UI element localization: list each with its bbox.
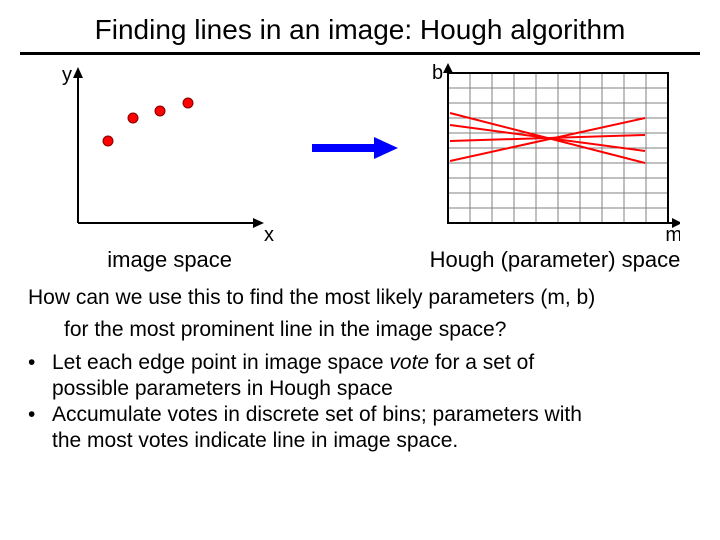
bullet-2-dot: •	[28, 402, 52, 455]
image-space-caption: image space	[107, 247, 232, 273]
hough-space-caption: Hough (parameter) space	[430, 247, 681, 273]
figure-row: yx image space bm Hough (parameter) spac…	[0, 63, 720, 273]
arrow-cell	[310, 63, 400, 233]
bullet-2-text-b: the most votes indicate line in image sp…	[52, 429, 458, 452]
hough-space-panel: bm Hough (parameter) space	[430, 63, 681, 273]
bullet-1-dot: •	[28, 350, 52, 403]
body-text: How can we use this to find the most lik…	[0, 273, 720, 455]
page-title: Finding lines in an image: Hough algorit…	[0, 0, 720, 52]
svg-text:y: y	[62, 64, 72, 86]
bullet-1-text-c: possible parameters in Hough space	[52, 377, 393, 400]
question-line1: How can we use this to find the most lik…	[28, 285, 692, 311]
image-space-panel: yx image space	[60, 63, 280, 273]
title-rule	[20, 52, 700, 55]
bullet-1: • Let each edge point in image space vot…	[28, 350, 692, 403]
bullet-1-text-b: for a set of	[429, 351, 534, 374]
bullet-2: • Accumulate votes in discrete set of bi…	[28, 402, 692, 455]
hough-space-plot: bm	[430, 63, 680, 243]
svg-text:m: m	[665, 224, 680, 243]
svg-text:x: x	[264, 224, 274, 243]
arrow-icon	[310, 133, 400, 163]
question-line2: for the most prominent line in the image…	[28, 317, 692, 343]
svg-text:b: b	[432, 63, 443, 84]
bullet-1-em: vote	[389, 351, 429, 374]
bullet-1-text-a: Let each edge point in image space	[52, 351, 389, 374]
bullet-2-text-a: Accumulate votes in discrete set of bins…	[52, 403, 582, 426]
image-space-plot: yx	[60, 63, 280, 243]
